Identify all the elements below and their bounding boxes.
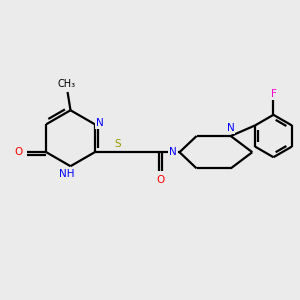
Text: NH: NH (59, 169, 75, 179)
Text: O: O (156, 175, 164, 184)
Text: S: S (114, 139, 121, 149)
Text: CH₃: CH₃ (57, 79, 75, 89)
Text: N: N (227, 123, 235, 133)
Text: O: O (15, 147, 23, 157)
Text: F: F (271, 88, 277, 99)
Text: N: N (169, 147, 177, 157)
Text: N: N (96, 118, 104, 128)
